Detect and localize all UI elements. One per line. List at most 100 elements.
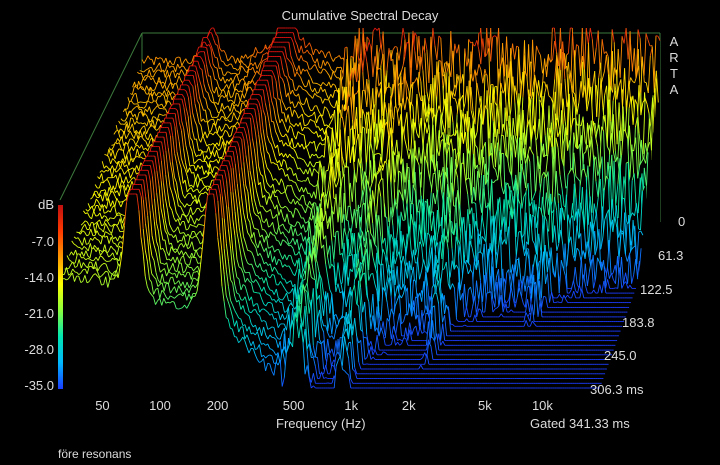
slice-segment (208, 143, 212, 146)
slice-segment (550, 247, 554, 273)
slice-segment (232, 90, 235, 97)
slice-segment (297, 122, 301, 127)
slice-segment (408, 43, 412, 89)
slice-segment (298, 101, 301, 105)
slice-segment (203, 155, 207, 162)
slice-segment (229, 55, 233, 60)
slice-segment (360, 53, 364, 73)
slice-segment (555, 118, 559, 137)
slice-segment (191, 151, 195, 164)
slice-segment (565, 194, 569, 246)
slice-segment (199, 56, 203, 60)
slice-segment (605, 279, 609, 289)
slice-segment (274, 32, 278, 38)
slice-segment (287, 153, 290, 159)
slice-segment (110, 149, 114, 157)
slice-segment (416, 210, 420, 213)
slice-segment (305, 187, 309, 194)
slice-segment (268, 123, 272, 136)
slice-segment (552, 91, 556, 130)
slice-segment (316, 116, 319, 124)
slice-segment (609, 29, 613, 94)
slice-segment (428, 124, 432, 159)
slice-segment (142, 122, 146, 125)
slice-segment (601, 126, 605, 132)
slice-segment (271, 100, 275, 108)
slice-segment (303, 180, 306, 182)
slice-segment (394, 46, 398, 48)
slice-segment (220, 67, 224, 76)
slice-segment (179, 65, 182, 69)
slice-segment (285, 92, 289, 98)
slice-segment (301, 108, 305, 114)
slice-segment (206, 121, 210, 133)
slice-segment (206, 146, 210, 153)
slice-segment (311, 168, 315, 177)
slice-segment (228, 77, 232, 82)
slice-segment (296, 44, 300, 54)
slice-segment (128, 117, 132, 129)
slice-segment (652, 88, 656, 133)
slice-segment (121, 136, 125, 146)
slice-segment (171, 95, 175, 101)
slice-segment (272, 150, 276, 159)
slice-segment (524, 250, 528, 277)
slice-segment (300, 77, 304, 84)
slice-segment (158, 69, 162, 73)
slice-segment (144, 76, 148, 81)
slice-segment (246, 68, 250, 78)
slice-segment (126, 121, 130, 129)
slice-segment (557, 147, 561, 175)
slice-segment (558, 260, 562, 294)
slice-segment (297, 131, 301, 134)
slice-segment (302, 37, 306, 48)
slice-segment (206, 144, 210, 147)
slice-segment (132, 81, 136, 88)
slice-segment (139, 135, 143, 138)
slice-segment (475, 220, 479, 232)
slice-segment (228, 140, 232, 145)
slice-segment (126, 112, 130, 118)
slice-segment (655, 35, 659, 37)
slice-segment (148, 69, 152, 77)
slice-segment (418, 118, 422, 138)
slice-segment (611, 29, 615, 43)
slice-segment (481, 174, 485, 213)
slice-segment (623, 129, 626, 132)
slice-segment (134, 130, 137, 134)
slice-segment (340, 70, 344, 101)
slice-segment (222, 76, 226, 84)
slice-segment (222, 139, 226, 146)
slice-segment (208, 40, 212, 46)
slice-segment (630, 96, 634, 125)
slice-segment (275, 119, 279, 126)
slice-segment (320, 50, 324, 53)
slice-segment (561, 207, 565, 221)
slice-segment (330, 69, 334, 72)
slice-segment (156, 118, 160, 122)
slice-segment (116, 148, 120, 153)
slice-segment (222, 130, 226, 135)
slice-segment (141, 106, 144, 109)
slice-segment (404, 139, 408, 149)
slice-segment (509, 208, 513, 218)
slice-segment (307, 177, 311, 184)
slice-segment (214, 78, 217, 81)
slice-segment (297, 179, 300, 182)
slice-segment (434, 209, 438, 241)
slice-segment (217, 111, 221, 117)
slice-segment (605, 175, 609, 180)
slice-segment (228, 83, 232, 90)
slice-segment (552, 197, 555, 239)
slice-segment (580, 81, 584, 98)
slice-segment (302, 60, 306, 62)
slice-segment (519, 172, 523, 209)
slice-segment (140, 86, 143, 88)
slice-segment (150, 125, 153, 127)
slice-segment (622, 197, 625, 200)
slice-segment (254, 51, 258, 58)
slice-segment (305, 145, 309, 152)
slice-segment (324, 98, 327, 101)
slice-segment (197, 72, 201, 81)
slice-segment (165, 64, 169, 71)
